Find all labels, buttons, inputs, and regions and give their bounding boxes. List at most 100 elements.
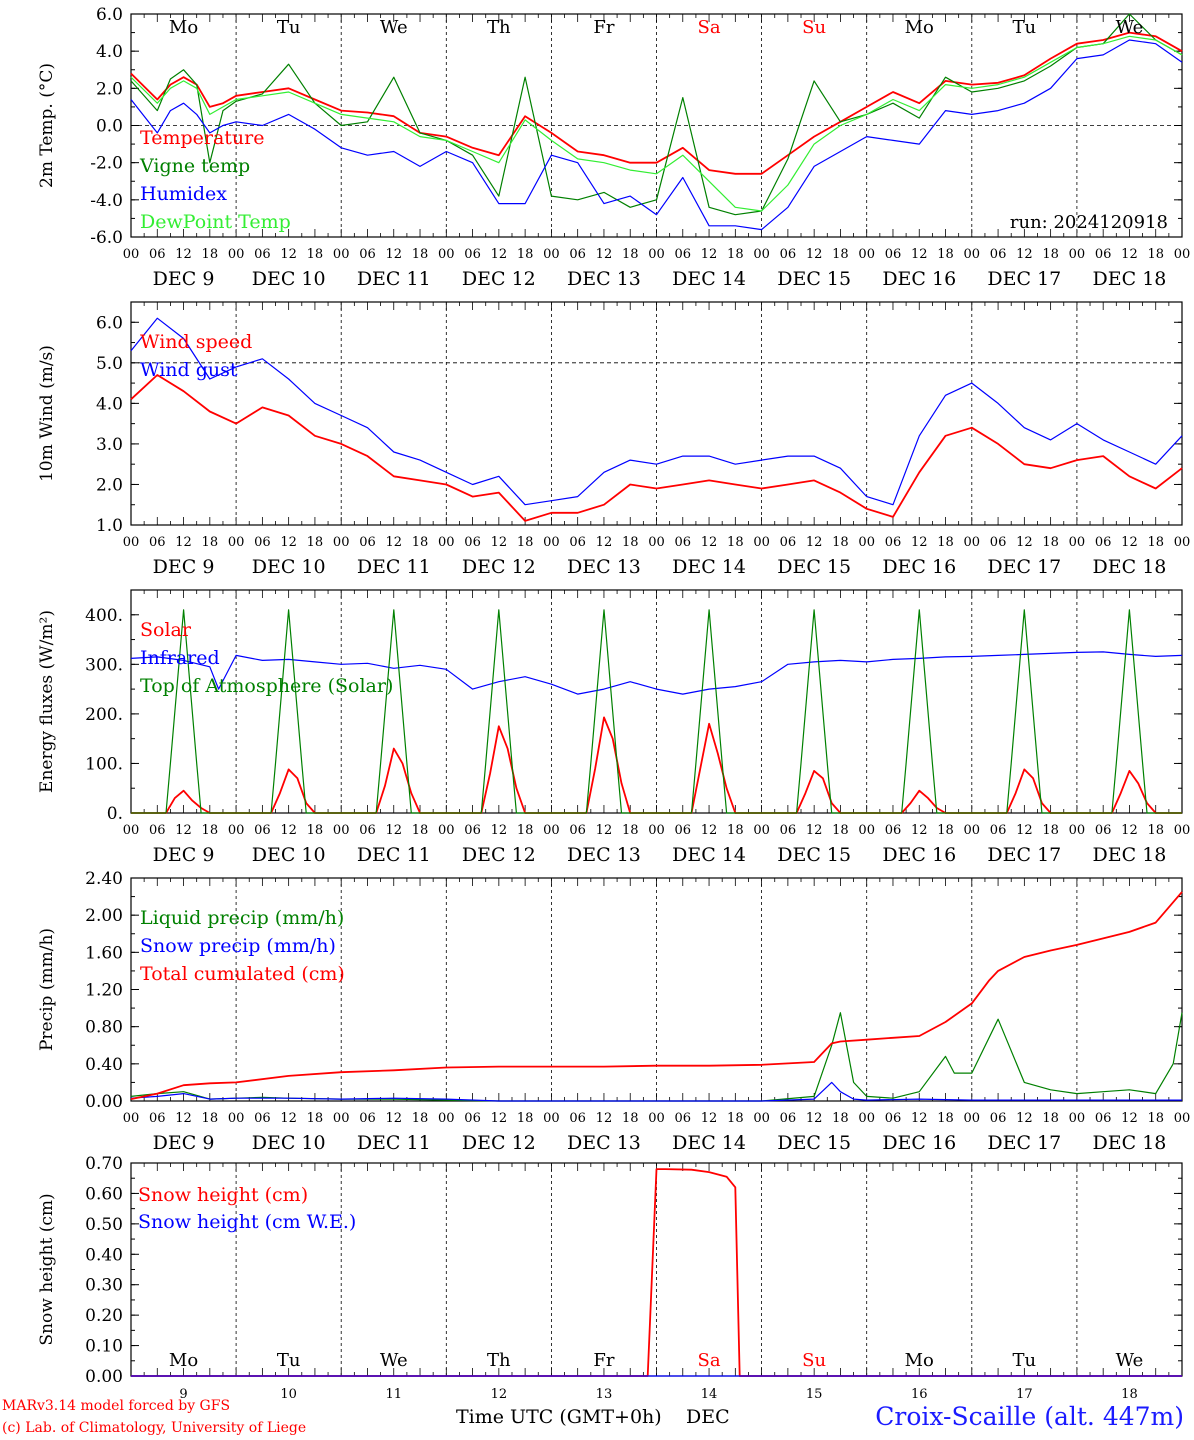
panel-frame — [130, 589, 1183, 814]
day-number-label: 17 — [1016, 1387, 1033, 1402]
hour-tick-label: 00 — [438, 1111, 455, 1126]
series-line — [130, 31, 1183, 175]
hour-tick-label: 00 — [753, 535, 770, 550]
y-tick-label: 1.0 — [96, 516, 123, 536]
hour-tick-label: 06 — [149, 1111, 166, 1126]
y-tick-label: 0.00 — [85, 1092, 123, 1112]
day-number-label: 16 — [911, 1387, 928, 1402]
legend-entry: Top of Atmosphere (Solar) — [140, 675, 393, 697]
hour-tick-label: 12 — [596, 535, 613, 550]
hour-tick-label: 12 — [911, 823, 928, 838]
hour-tick-label: 00 — [123, 247, 140, 262]
legend-entry: Solar — [140, 619, 192, 641]
hour-tick-label: 00 — [964, 247, 981, 262]
hour-tick-label: 00 — [438, 535, 455, 550]
y-tick-label: 0.40 — [85, 1055, 123, 1075]
weekday-label: Tu — [1013, 1350, 1037, 1371]
hour-tick-label: 00 — [1174, 535, 1191, 550]
day-number-label: 14 — [701, 1387, 718, 1402]
panel-frame — [130, 301, 1183, 526]
hour-tick-label: 12 — [806, 535, 823, 550]
hour-tick-label: 12 — [1016, 1111, 1033, 1126]
day-number-label: 18 — [1121, 1387, 1138, 1402]
date-label: DEC 10 — [252, 268, 326, 290]
hour-tick-label: 06 — [569, 823, 586, 838]
hour-tick-label: 12 — [491, 247, 508, 262]
hour-tick-label: 12 — [1016, 823, 1033, 838]
hour-tick-label: 12 — [1016, 535, 1033, 550]
hour-tick-label: 00 — [964, 823, 981, 838]
hour-tick-label: 06 — [990, 247, 1007, 262]
hour-tick-label: 18 — [307, 247, 324, 262]
hour-tick-label: 06 — [359, 247, 376, 262]
hour-tick-label: 18 — [307, 535, 324, 550]
hour-tick-label: 18 — [622, 823, 639, 838]
hour-tick-label: 00 — [333, 1111, 350, 1126]
date-label: DEC 12 — [462, 844, 536, 866]
legend-entry: Wind speed — [140, 331, 252, 353]
hour-tick-label: 12 — [175, 247, 192, 262]
hour-tick-label: 06 — [780, 1111, 797, 1126]
date-label: DEC 16 — [882, 268, 956, 290]
y-tick-label: 2.00 — [85, 906, 123, 926]
hour-tick-label: 18 — [832, 247, 849, 262]
hour-tick-label: 18 — [307, 1111, 324, 1126]
hour-tick-label: 12 — [1121, 535, 1138, 550]
y-axis-label: 10m Wind (m/s) — [37, 345, 57, 482]
series-line — [130, 374, 1183, 522]
hour-tick-label: 00 — [1069, 1111, 1086, 1126]
legend-entry: Infrared — [140, 647, 220, 669]
weekday-label: Fr — [593, 17, 614, 38]
y-tick-label: 0.00 — [85, 1367, 123, 1387]
y-tick-label: 3.0 — [96, 435, 123, 455]
weekday-label: Su — [802, 1350, 826, 1371]
series-line — [130, 891, 1183, 1100]
hour-tick-label: 06 — [149, 535, 166, 550]
date-label: DEC 14 — [672, 1132, 746, 1154]
hour-tick-label: 00 — [543, 823, 560, 838]
hour-tick-label: 06 — [990, 1111, 1007, 1126]
hour-tick-label: 06 — [464, 535, 481, 550]
y-tick-label: 6.0 — [96, 313, 123, 333]
y-tick-label: 0.50 — [85, 1215, 123, 1235]
date-label: DEC 11 — [357, 1132, 431, 1154]
hour-tick-label: 06 — [1095, 247, 1112, 262]
date-label: DEC 14 — [672, 556, 746, 578]
date-label: DEC 14 — [672, 844, 746, 866]
date-label: DEC 14 — [672, 268, 746, 290]
y-tick-label: 2.40 — [85, 869, 123, 889]
date-label: DEC 13 — [567, 844, 641, 866]
date-label: DEC 15 — [777, 1132, 851, 1154]
hour-tick-label: 12 — [175, 1111, 192, 1126]
legend-entry: Temperature — [140, 127, 264, 149]
hour-tick-label: 06 — [780, 823, 797, 838]
date-label: DEC 11 — [357, 268, 431, 290]
hour-tick-label: 00 — [123, 535, 140, 550]
hour-tick-label: 00 — [228, 1111, 245, 1126]
hour-tick-label: 12 — [701, 823, 718, 838]
hour-tick-label: 00 — [753, 823, 770, 838]
y-tick-label: 0.0 — [96, 117, 123, 137]
hour-tick-label: 06 — [569, 247, 586, 262]
hour-tick-label: 06 — [149, 823, 166, 838]
date-label: DEC 17 — [987, 844, 1061, 866]
date-label: DEC 10 — [252, 1132, 326, 1154]
hour-tick-label: 12 — [596, 1111, 613, 1126]
date-label: DEC 12 — [462, 1132, 536, 1154]
hour-tick-label: 06 — [675, 247, 692, 262]
y-tick-label: 0.80 — [85, 1018, 123, 1038]
weekday-label: Th — [487, 1350, 511, 1371]
hour-tick-label: 12 — [806, 823, 823, 838]
hour-tick-label: 12 — [280, 247, 297, 262]
hour-tick-label: 00 — [858, 535, 875, 550]
hour-tick-label: 00 — [964, 1111, 981, 1126]
hour-tick-label: 12 — [911, 1111, 928, 1126]
y-axis-label: Snow height (cm) — [37, 1193, 57, 1345]
hour-tick-label: 18 — [727, 1111, 744, 1126]
hour-tick-label: 18 — [937, 247, 954, 262]
weekday-label: Mo — [905, 1350, 934, 1371]
hour-tick-label: 18 — [1147, 1111, 1164, 1126]
date-label: DEC 10 — [252, 844, 326, 866]
hour-tick-label: 00 — [438, 247, 455, 262]
weekday-label: Mo — [905, 17, 934, 38]
